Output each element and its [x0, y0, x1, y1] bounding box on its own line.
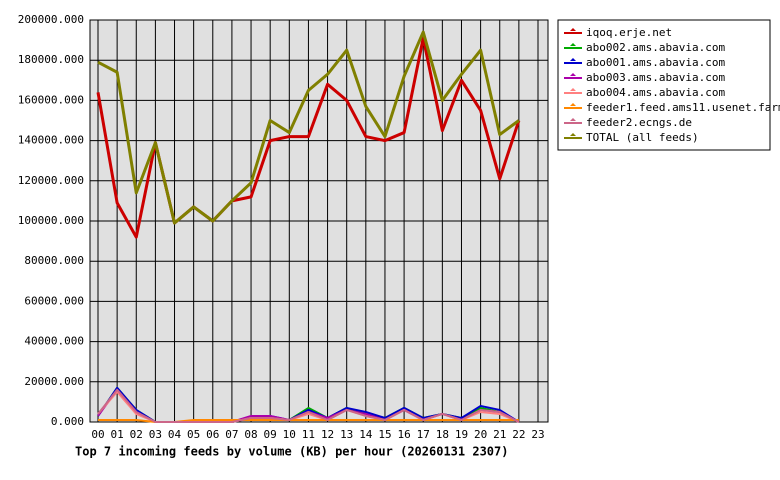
x-tick-label: 07 [225, 428, 238, 441]
legend-label: feeder2.ecngs.de [586, 116, 692, 129]
legend-label: abo004.ams.abavia.com [586, 86, 725, 99]
chart-title: Top 7 incoming feeds by volume (KB) per … [75, 445, 508, 459]
y-tick-label: 100000.000 [18, 214, 84, 227]
x-tick-label: 03 [149, 428, 162, 441]
x-tick-label: 20 [474, 428, 487, 441]
legend-marker [570, 28, 576, 31]
x-tick-label: 14 [359, 428, 373, 441]
x-tick-label: 10 [283, 428, 296, 441]
x-tick-label: 19 [455, 428, 468, 441]
x-tick-label: 23 [531, 428, 544, 441]
legend-marker [570, 118, 576, 121]
y-tick-label: 0.000 [51, 415, 84, 428]
x-tick-label: 13 [340, 428, 353, 441]
x-tick-label: 15 [378, 428, 391, 441]
legend-label: iqoq.erje.net [586, 26, 672, 39]
legend-box [557, 19, 771, 151]
y-tick-label: 60000.000 [24, 294, 84, 307]
x-tick-label: 11 [302, 428, 315, 441]
legend-label: feeder1.feed.ams11.usenet.farm [586, 101, 780, 114]
y-tick-label: 80000.000 [24, 254, 84, 267]
legend-label: abo003.ams.abavia.com [586, 71, 725, 84]
legend-marker [570, 88, 576, 91]
y-tick-label: 200000.000 [18, 13, 84, 26]
legend-marker [570, 43, 576, 46]
x-tick-label: 02 [130, 428, 143, 441]
x-tick-label: 18 [436, 428, 449, 441]
x-tick-label: 16 [397, 428, 410, 441]
legend-marker [570, 133, 576, 136]
legend-marker [570, 103, 576, 106]
y-tick-label: 140000.000 [18, 134, 84, 147]
y-tick-label: 160000.000 [18, 93, 84, 106]
y-tick-label: 20000.000 [24, 375, 84, 388]
x-tick-label: 05 [187, 428, 200, 441]
y-tick-label: 180000.000 [18, 53, 84, 66]
x-tick-label: 17 [417, 428, 430, 441]
legend-marker [570, 58, 576, 61]
x-tick-label: 21 [493, 428, 506, 441]
legend-label: abo002.ams.abavia.com [586, 41, 725, 54]
legend-label: abo001.ams.abavia.com [586, 56, 725, 69]
x-tick-label: 01 [111, 428, 124, 441]
legend-label: TOTAL (all feeds) [586, 131, 699, 144]
x-tick-label: 08 [244, 428, 257, 441]
x-tick-label: 09 [264, 428, 277, 441]
x-tick-label: 04 [168, 428, 182, 441]
x-tick-label: 12 [321, 428, 334, 441]
series-line [97, 388, 520, 423]
y-tick-label: 120000.000 [18, 174, 84, 187]
series-line [97, 30, 520, 225]
y-tick-label: 40000.000 [24, 335, 84, 348]
x-tick-label: 22 [512, 428, 525, 441]
legend-marker [570, 73, 576, 76]
x-tick-label: 06 [206, 428, 219, 441]
x-tick-label: 00 [91, 428, 104, 441]
